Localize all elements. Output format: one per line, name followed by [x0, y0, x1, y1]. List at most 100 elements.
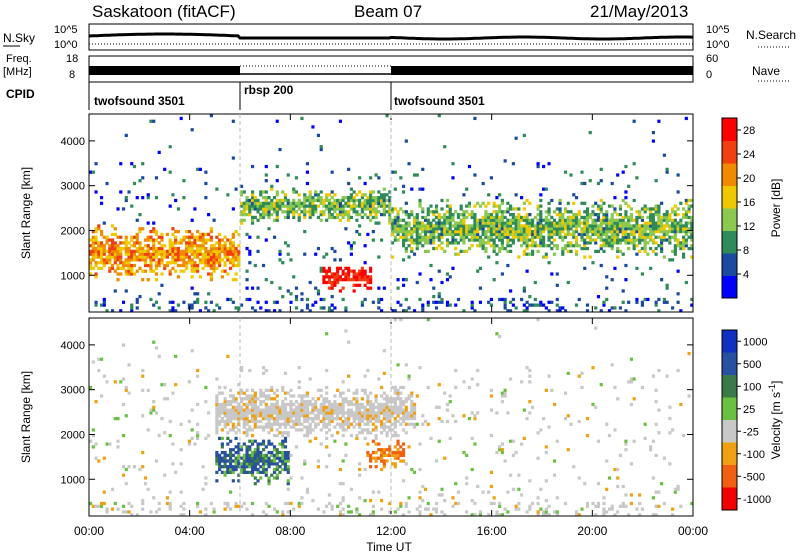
heatmap-cell — [561, 229, 565, 234]
heatmap-cell — [649, 207, 653, 211]
heatmap-cell — [127, 241, 131, 245]
heatmap-cell — [215, 249, 219, 253]
heatmap-cell — [347, 417, 351, 421]
heatmap-cell — [281, 400, 285, 404]
heatmap-cell — [407, 417, 411, 421]
heatmap-cell — [544, 221, 548, 225]
heatmap-cell — [347, 196, 351, 200]
heatmap-cell — [607, 238, 612, 242]
heatmap-cell — [456, 224, 461, 228]
heatmap-cell — [127, 263, 131, 268]
heatmap-cell — [352, 204, 356, 208]
heatmap-cell — [237, 462, 241, 466]
heatmap-cell — [259, 201, 263, 205]
heatmap-cell — [374, 459, 378, 463]
heatmap-cell — [245, 297, 249, 302]
heatmap-cell — [267, 431, 271, 435]
heatmap-cell — [283, 501, 288, 506]
heatmap-cell — [673, 252, 677, 256]
heatmap-cell — [229, 408, 233, 412]
heatmap-cell — [668, 229, 672, 234]
heatmap-cell — [500, 215, 504, 220]
heatmap-cell — [330, 402, 334, 407]
heatmap-cell — [193, 207, 197, 211]
heatmap-cell — [130, 258, 134, 262]
y-tick-label: 1000 — [61, 474, 85, 486]
heatmap-cell — [366, 232, 370, 237]
heatmap-cell — [234, 400, 238, 404]
heatmap-cell — [550, 241, 554, 245]
heatmap-cell — [253, 448, 257, 452]
heatmap-cell — [272, 207, 277, 211]
heatmap-cell — [113, 249, 117, 253]
heatmap-cell — [322, 422, 326, 426]
heatmap-cell — [358, 213, 362, 217]
heatmap-cell — [333, 411, 337, 415]
heatmap-cell — [649, 224, 653, 228]
heatmap-cell — [355, 213, 359, 217]
heatmap-cell — [434, 510, 439, 514]
heatmap-cell — [536, 221, 540, 225]
heatmap-cell — [377, 402, 381, 407]
heatmap-cell — [196, 300, 200, 304]
heatmap-cell — [168, 238, 172, 242]
heatmap-cell — [544, 227, 548, 231]
heatmap-cell — [190, 306, 194, 310]
heatmap-cell — [569, 241, 573, 245]
heatmap-cell — [294, 190, 299, 194]
heatmap-cell — [314, 422, 318, 426]
heatmap-cell — [671, 249, 675, 253]
heatmap-cell — [119, 309, 123, 313]
heatmap-cell — [484, 235, 488, 239]
heatmap-cell — [163, 255, 167, 259]
heatmap-cell — [454, 241, 458, 245]
heatmap-cell — [311, 125, 315, 129]
heatmap-cell — [484, 229, 488, 234]
heatmap-cell — [377, 414, 381, 418]
heatmap-cell — [459, 218, 463, 222]
heatmap-cell — [393, 170, 397, 174]
heatmap-cell — [253, 422, 257, 426]
heatmap-cell — [143, 255, 148, 259]
heatmap-cell — [660, 244, 664, 248]
heatmap-cell — [602, 218, 606, 222]
heatmap-cell — [547, 425, 551, 429]
heatmap-cell — [121, 207, 126, 211]
heatmap-cell — [281, 513, 285, 517]
heatmap-cell — [127, 266, 131, 270]
heatmap-cell — [256, 425, 260, 429]
heatmap-cell — [495, 513, 499, 517]
heatmap-cell — [355, 272, 359, 276]
heatmap-cell — [396, 397, 400, 401]
heatmap-cell — [500, 244, 504, 248]
heatmap-cell — [465, 453, 469, 457]
heatmap-cell — [190, 261, 194, 265]
heatmap-cell — [602, 300, 606, 304]
heatmap-cell — [621, 300, 625, 304]
heatmap-cell — [415, 235, 419, 239]
heatmap-cell — [585, 229, 590, 234]
heatmap-cell — [231, 241, 235, 245]
heatmap-cell — [426, 224, 430, 228]
heatmap-cell — [212, 507, 216, 511]
heatmap-cell — [157, 246, 161, 251]
heatmap-cell — [360, 272, 364, 276]
heatmap-cell — [297, 366, 301, 370]
heatmap-cell — [300, 501, 304, 506]
heatmap-cell — [193, 255, 197, 259]
heatmap-cell — [327, 453, 331, 457]
heatmap-cell — [437, 213, 441, 217]
heatmap-cell — [605, 275, 609, 279]
heatmap-cell — [256, 442, 260, 446]
heatmap-cell — [245, 198, 249, 203]
heatmap-cell — [404, 414, 408, 418]
heatmap-cell — [616, 221, 620, 225]
heatmap-cell — [149, 297, 153, 302]
heatmap-cell — [498, 504, 502, 508]
heatmap-cell — [314, 405, 318, 409]
heatmap-cell — [454, 246, 458, 251]
heatmap-cell — [231, 246, 235, 251]
heatmap-cell — [377, 297, 381, 302]
heatmap-cell — [651, 130, 655, 135]
heatmap-cell — [605, 487, 609, 491]
